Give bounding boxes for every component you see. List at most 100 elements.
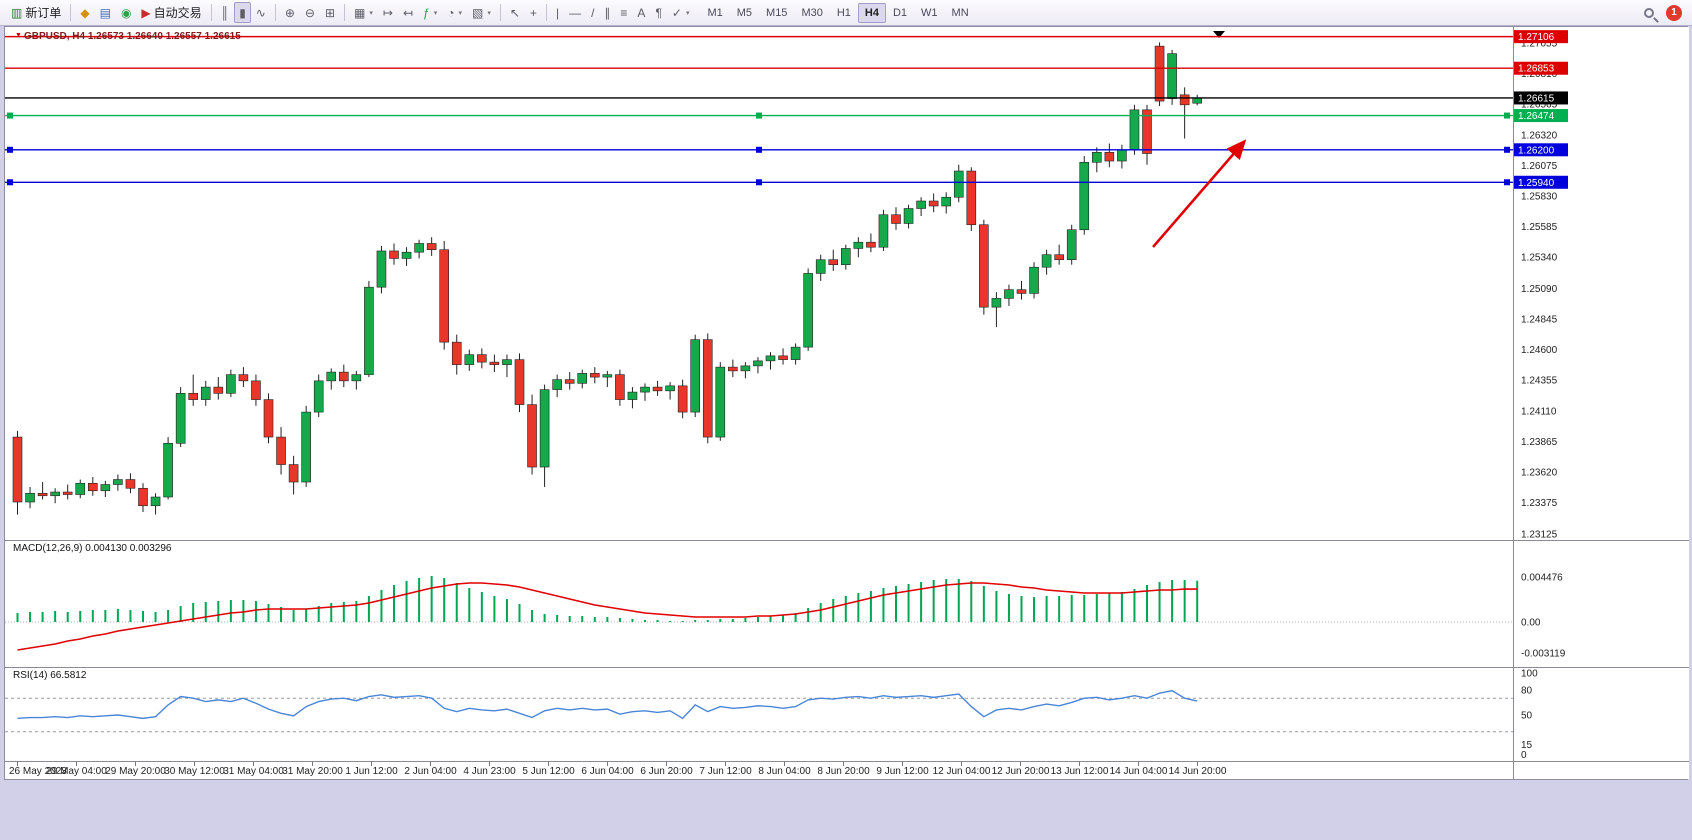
candle-body [640, 386, 650, 393]
time-axis-label: 4 Jun 23:00 [463, 766, 516, 777]
candle-body [288, 464, 299, 483]
shapes-button[interactable]: ✓ ▾ [667, 2, 695, 23]
candle-body [226, 374, 236, 394]
cursor-button[interactable]: ↖ [505, 2, 525, 23]
timeframe-h1-button[interactable]: H1 [836, 6, 851, 19]
line-handle[interactable] [1504, 146, 1510, 153]
candle-body [1092, 151, 1102, 163]
price-chart[interactable]: 1.270551.268101.265651.263201.260751.258… [5, 27, 1689, 779]
trend-arrow[interactable] [1152, 139, 1247, 248]
price-tag-label: 1.25940 [1518, 178, 1555, 189]
candlestick-chart-button[interactable]: ▮ [234, 2, 251, 23]
chart-layout-button[interactable]: ▦ ▾ [349, 2, 378, 23]
templates-button[interactable]: ▧ ▾ [467, 2, 496, 23]
candle-body [338, 371, 349, 382]
timeframe-m15-button[interactable]: M15 [766, 6, 788, 19]
price-axis-tick: 1.26320 [1521, 130, 1558, 141]
line-handle[interactable] [756, 146, 762, 153]
candle-body [740, 365, 751, 372]
candle-body [263, 399, 274, 438]
macd-axis-tick: -0.003119 [1521, 649, 1566, 660]
rsi-line [17, 689, 1198, 720]
toolbar-button-groups: ▥ 新订单 ◆ ▤ ◉ ▶ 自动交易 ║ ▮ ∿ ⊕ ⊖ ⊞ ▦ ▾ ↦ ↤ ƒ ▾ ◔ ▾ ▧ ▾ ↖ + | — / ∥ ≡ A ¶ ✓ ▾ [6, 2, 694, 23]
candle-body [991, 298, 1002, 308]
channel-button[interactable]: ∥ [599, 2, 615, 23]
fibonacci-button[interactable]: ≡ [615, 2, 632, 23]
timeframe-m1-button[interactable]: M1 [707, 6, 723, 19]
line-handle[interactable] [7, 179, 13, 186]
charts-button[interactable]: ◆ [75, 2, 94, 23]
time-axis-label: 30 May 12:00 [164, 766, 225, 777]
price-tag-label: 1.26474 [1518, 111, 1555, 122]
line-chart-button[interactable]: ∿ [251, 2, 271, 23]
periods-button[interactable]: ◔ ▾ [442, 2, 467, 23]
search-icon[interactable] [1644, 7, 1654, 18]
line-handle[interactable] [1504, 112, 1510, 119]
candle-body [100, 484, 111, 492]
candle-body [1179, 94, 1190, 106]
price-axis-tick: 1.23620 [1521, 468, 1558, 479]
auto-scroll-button[interactable]: ↦ [378, 2, 398, 23]
line-handle[interactable] [7, 146, 13, 153]
macd-axis-tick: 0.00 [1521, 618, 1541, 629]
price-axis-tick: 1.26565 [1521, 100, 1558, 111]
toolbar-separator [70, 4, 72, 21]
candle-body [866, 241, 876, 248]
text-button[interactable]: A [632, 2, 650, 23]
timeframe-m30-button[interactable]: M30 [801, 6, 823, 19]
new-order-button[interactable]: ▥ 新订单 [6, 2, 66, 23]
timeframe-m5-button[interactable]: M5 [736, 6, 753, 19]
price-axis-tick: 1.24110 [1521, 406, 1557, 417]
trendline-button[interactable]: / [586, 2, 599, 23]
crosshair-button[interactable]: + [525, 2, 542, 23]
candle-body [552, 379, 562, 390]
indicators-button[interactable]: ƒ ▾ [418, 2, 442, 23]
time-axis-label: 7 Jun 12:00 [699, 766, 752, 777]
candle-body [891, 214, 901, 224]
candle-body [966, 170, 977, 226]
bar-chart-button[interactable]: ║ [216, 2, 235, 23]
toolbar-separator [545, 4, 547, 21]
line-handle[interactable] [7, 112, 13, 119]
timeframe-mn-button[interactable]: MN [951, 6, 969, 19]
zoom-out-button[interactable]: ⊖ [300, 2, 320, 23]
candle-body [364, 286, 374, 375]
line-handle[interactable] [1504, 179, 1510, 186]
chart-shift-marker[interactable] [1213, 31, 1225, 38]
tile-windows-button[interactable]: ⊞ [320, 2, 340, 23]
timeframe-h4-button[interactable]: H4 [857, 2, 886, 23]
toolbar-right: 1 [1644, 0, 1682, 25]
new-order-icon: ▥ [11, 5, 23, 20]
auto-trading-button[interactable]: ▶ 自动交易 [136, 2, 206, 23]
trendline-icon: / [591, 5, 595, 20]
rsi-axis-tick: 100 [1521, 669, 1538, 680]
candle-body [1104, 151, 1115, 162]
candle-body [163, 443, 173, 498]
auto-scroll-icon: ↦ [382, 5, 393, 20]
profiles-button[interactable]: ▤ [95, 2, 116, 23]
price-tag-label: 1.26200 [1518, 145, 1555, 156]
time-axis-label: 6 Jun 04:00 [581, 766, 634, 777]
line-handle[interactable] [756, 112, 762, 119]
vertical-line-button[interactable]: | [551, 2, 564, 23]
text-icon: A [637, 5, 646, 20]
candle-body [1154, 45, 1165, 102]
timeframe-d1-button[interactable]: D1 [892, 6, 908, 19]
notification-badge[interactable]: 1 [1666, 4, 1682, 21]
candle-body [389, 250, 399, 259]
periods-icon: ◔ [447, 5, 455, 20]
horizontal-line-icon: — [569, 5, 582, 20]
timeframe-w1-button[interactable]: W1 [921, 6, 938, 19]
macd-label: MACD(12,26,9) 0.004130 0.003296 [13, 543, 172, 554]
alerts-button[interactable]: ◉ [116, 2, 136, 23]
candle-body [665, 385, 675, 392]
time-axis-label: 31 May 04:00 [223, 766, 284, 777]
horizontal-line-button[interactable]: — [564, 2, 586, 23]
candle-body [1016, 289, 1027, 294]
rsi-label: RSI(14) 66.5812 [13, 670, 87, 681]
candle-body [577, 373, 588, 384]
label-button[interactable]: ¶ [650, 2, 666, 23]
zoom-in-button[interactable]: ⊕ [280, 2, 300, 23]
chart-shift-button[interactable]: ↤ [398, 2, 418, 23]
line-handle[interactable] [756, 179, 762, 186]
